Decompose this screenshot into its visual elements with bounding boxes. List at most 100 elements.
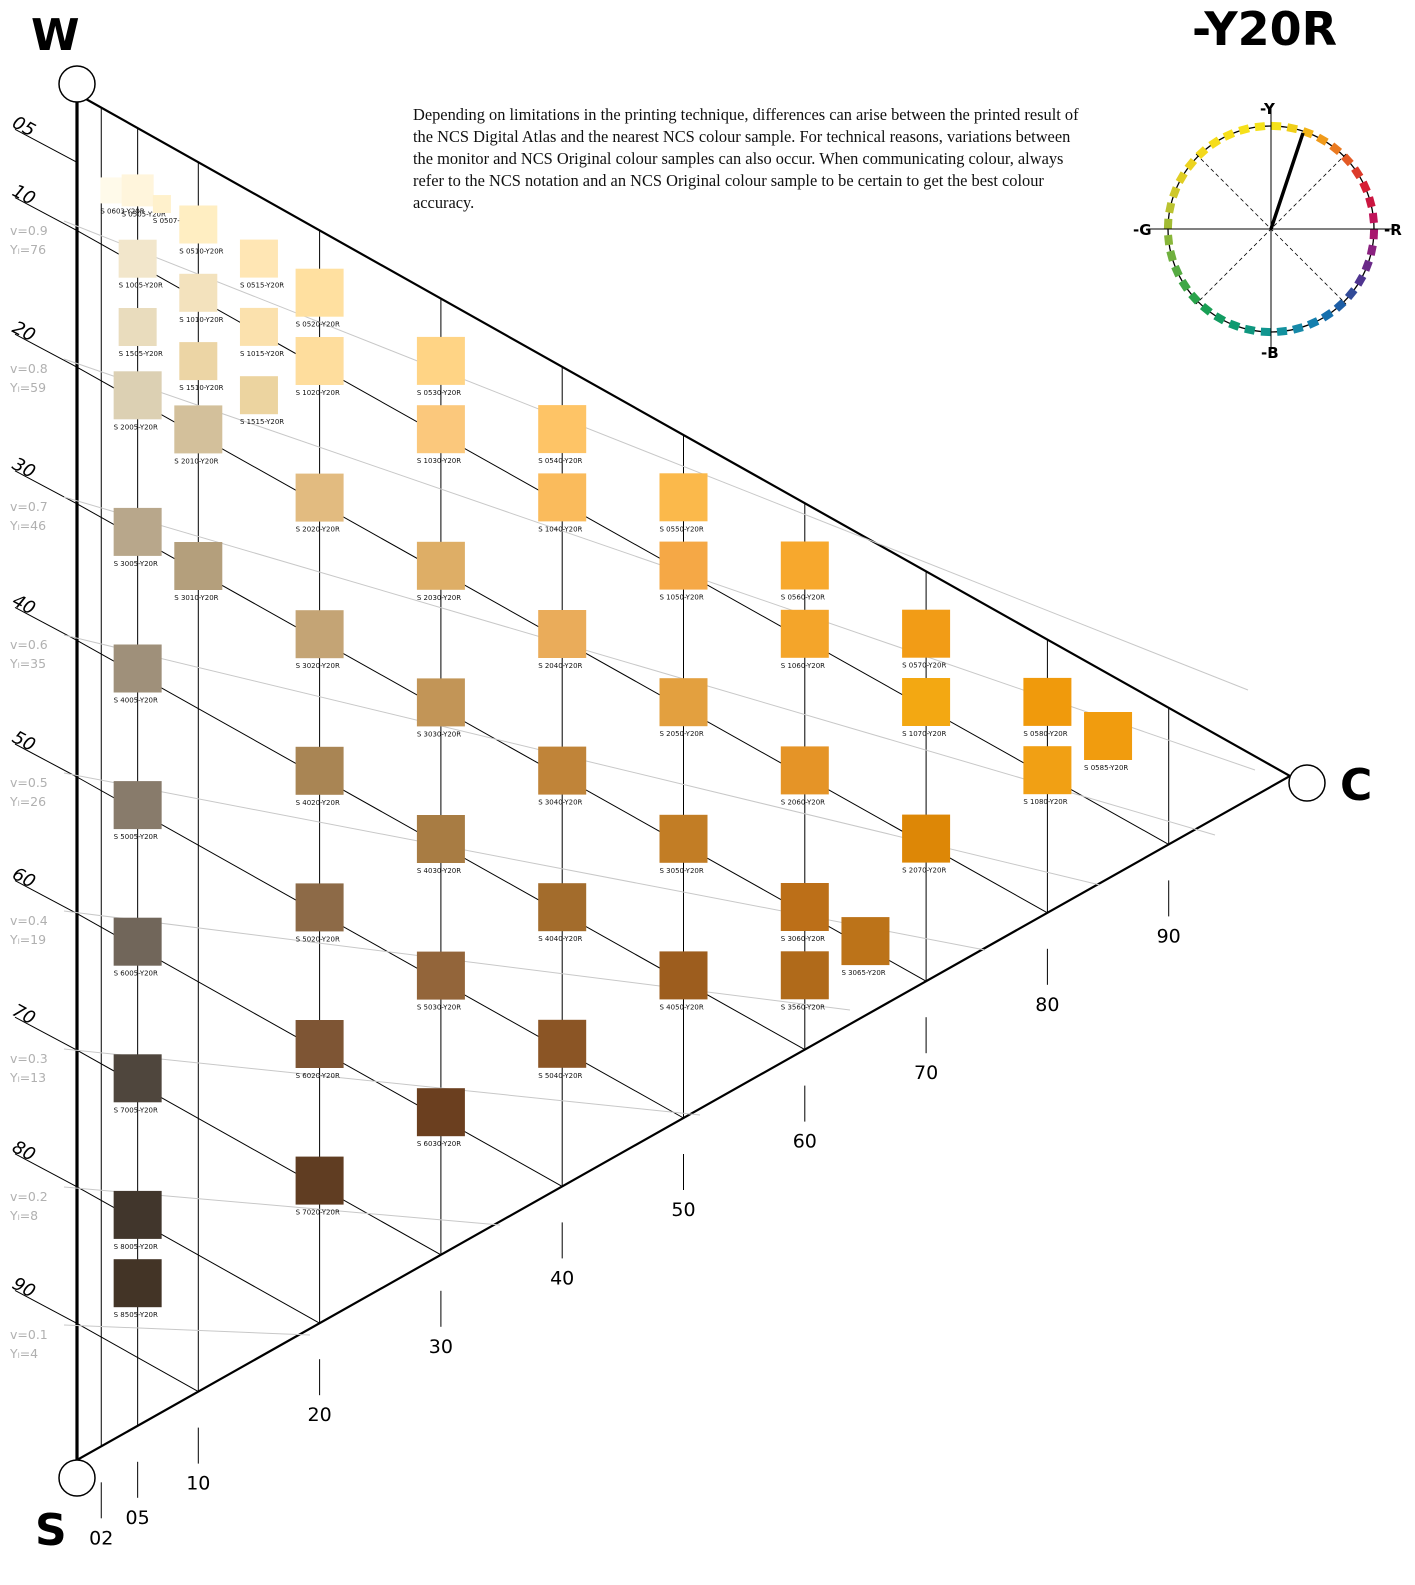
colour-swatch [295,610,344,659]
colour-swatch [659,951,708,1000]
colour-sample: S 2050-Y20R [659,678,708,738]
hue-title: -Y20R [1192,2,1337,56]
colour-swatch [113,781,162,830]
colour-sample: S 3040-Y20R [538,746,587,807]
blackness-line [76,776,684,1119]
colour-sample-label: S 7020-Y20R [296,1209,340,1217]
hue-ring-segment [1178,278,1191,292]
colour-sample: S 2010-Y20R [174,405,223,465]
chromaticness-scale-label: 40 [550,1267,574,1289]
colour-sample-label: S 1070-Y20R [902,730,946,738]
chromaticness-scale-label: 02 [89,1527,113,1549]
colour-sample: S 1015-Y20R [239,307,284,358]
colour-swatch [118,239,157,278]
blackness-scale-label: 70 [9,1000,39,1029]
lightness-lines: v=0.9 Yₗ=76 v=0.8 Yₗ=59 v=0.7 Yₗ=46 v=0.6 Yₗ=35… [9,220,1256,1361]
hue-circle-colour-ring [1163,121,1379,337]
lightness-v-label: v=0.2 [10,1189,48,1204]
hue-ring-segment [1351,166,1364,180]
chromaticness-scale-label: 80 [1035,994,1059,1016]
blackness-scale-label: 60 [9,863,39,892]
colour-sample: S 2030-Y20R [416,541,465,602]
colour-sample-label: S 0530-Y20R [417,389,461,397]
lightness-line [63,1324,311,1336]
hue-ring-segment [1368,212,1378,224]
colour-swatch [113,1190,162,1239]
colour-sample-label: S 1060-Y20R [781,662,825,670]
colour-sample-label: S 2040-Y20R [538,662,582,670]
chromaticness-scale-label: 10 [186,1473,210,1495]
lightness-y-label: Yₗ=59 [9,380,46,395]
colour-sample: S 1080-Y20R [1023,746,1072,806]
colour-sample-label: S 6030-Y20R [417,1140,461,1148]
colour-sample: S 5005-Y20R [113,781,162,841]
colour-sample: S 7020-Y20R [295,1156,344,1217]
colour-sample-label: S 3065-Y20R [841,969,885,977]
blackness-line [76,1322,199,1393]
colour-sample: S 0580-Y20R [1023,677,1072,738]
lightness-v-label: v=0.6 [10,637,48,652]
colour-swatch [780,746,829,795]
chromaticness-scale-label: 05 [126,1507,150,1529]
lightness-v-label: v=0.7 [10,499,48,514]
colour-sample-label: S 2020-Y20R [296,526,340,534]
colour-sample-label: S 3020-Y20R [296,662,340,670]
colour-sample: S 5030-Y20R [416,951,465,1012]
hue-pointer [1269,132,1305,230]
colour-swatch [780,951,829,1000]
colour-sample-label: S 4030-Y20R [417,867,461,875]
hue-ring-segment [1175,171,1188,185]
colour-swatch [1084,712,1133,760]
lightness-y-label: Yₗ=4 [9,1346,38,1361]
colour-sample: S 3065-Y20R [841,917,890,977]
colour-sample-label: S 3040-Y20R [538,799,582,807]
colour-swatch [1023,677,1072,726]
colour-swatch [295,473,344,522]
colour-sample: S 4020-Y20R [295,746,344,807]
colour-sample: S 1005-Y20R [118,239,163,290]
hue-ring-segment [1365,196,1376,208]
colour-swatch [239,307,278,346]
colour-swatch [113,644,162,693]
colour-sample: S 3020-Y20R [295,610,344,670]
colour-swatch [174,405,223,454]
colour-sample-label: S 1080-Y20R [1023,798,1067,806]
lightness-v-label: v=0.1 [10,1327,48,1342]
colour-swatch [416,815,465,863]
hue-ring-segment [1306,317,1320,329]
colour-swatch [295,746,344,795]
blackness-scale-label: 30 [9,454,39,483]
colour-swatch [118,308,157,346]
colour-sample: S 1060-Y20R [780,609,829,670]
colour-sample-label: S 4020-Y20R [296,799,340,807]
blackness-scale-label: 40 [9,590,39,619]
colour-swatch [295,883,344,932]
hue-ring-segment [1320,309,1334,322]
hue-ring-segment [1254,122,1266,132]
colour-sample: S 2060-Y20R [780,746,829,806]
hue-ring-segment [1195,146,1209,159]
hue-label-red: -R [1384,221,1402,239]
colour-swatch [295,1020,344,1068]
colour-swatch [113,371,162,420]
hue-ring-segment [1213,312,1227,325]
colour-sample-label: S 1005-Y20R [119,282,163,290]
hue-ring-segment [1171,264,1183,278]
chromaticness-scale-label: 50 [671,1199,695,1221]
colour-sample-label: S 1010-Y20R [179,316,223,324]
hue-ring-segment [1369,228,1379,240]
colour-swatch [902,814,951,863]
colour-sample: S 1040-Y20R [538,473,587,533]
lightness-y-label: Yₗ=8 [9,1208,38,1223]
colour-swatch [902,678,951,726]
chromaticness-scale-label: 70 [914,1062,938,1084]
lightness-line [63,496,1216,836]
colour-sample: S 0510-Y20R [179,205,224,256]
colour-sample: S 3050-Y20R [659,814,708,875]
colour-swatch [121,174,154,207]
colour-swatch [416,1088,465,1137]
blackness-scale-label: 50 [9,727,39,756]
colour-sample: S 1515-Y20R [239,376,284,426]
